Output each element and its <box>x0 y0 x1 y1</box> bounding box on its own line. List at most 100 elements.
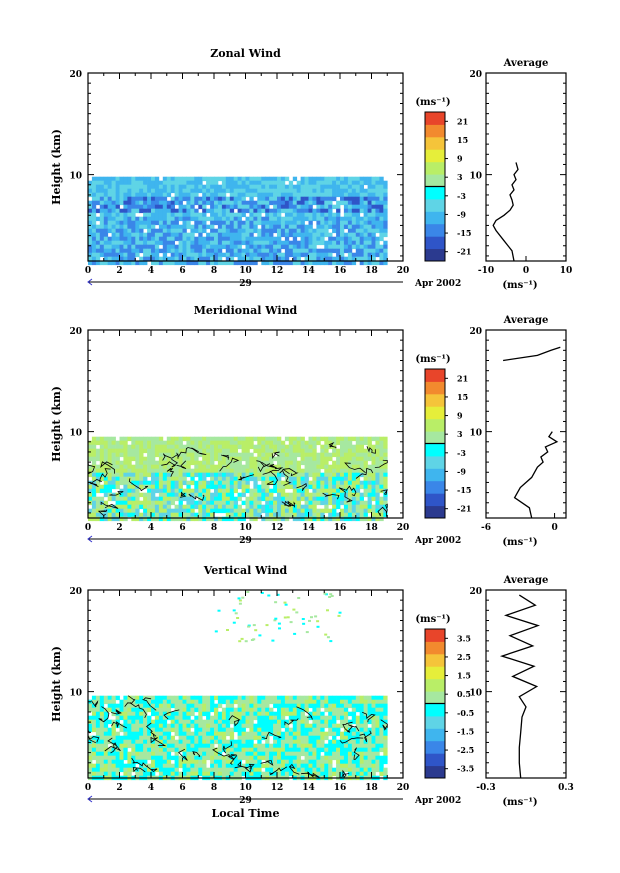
heatmap-cell <box>332 240 337 246</box>
heatmap-cell <box>154 767 160 773</box>
heatmap-cell <box>107 456 112 462</box>
heatmap-cell <box>202 188 207 194</box>
heatmap-cell <box>147 456 152 462</box>
heatmap-cell <box>210 220 215 226</box>
heatmap-cell <box>304 440 309 446</box>
heatmap-cell <box>107 504 112 510</box>
heatmap-cell <box>135 488 140 494</box>
heatmap-cell <box>336 492 341 498</box>
heatmap-cell <box>265 715 270 721</box>
heatmap-cell <box>214 739 219 745</box>
heatmap-cell <box>308 771 313 777</box>
heatmap-cell <box>332 707 337 713</box>
heatmap-cell <box>91 703 97 709</box>
heatmap-cell <box>233 516 238 522</box>
heatmap-cell <box>312 196 317 202</box>
heatmap-cell <box>253 260 258 266</box>
heatmap-cell <box>324 180 329 186</box>
heatmap-cell <box>292 488 298 494</box>
heatmap-cell <box>383 707 388 713</box>
heatmap-cell <box>151 496 156 502</box>
heatmap-cell <box>245 751 250 757</box>
heatmap-cell <box>320 508 325 514</box>
heatmap-cell <box>363 492 368 498</box>
heatmap-cell <box>269 236 274 242</box>
heatmap-cell <box>375 755 380 761</box>
heatmap-cell <box>355 508 361 514</box>
heatmap-cell <box>328 707 333 713</box>
heatmap-cell <box>202 731 207 737</box>
heatmap-cell <box>190 260 195 266</box>
heatmap-cell <box>296 468 301 474</box>
heatmap-cell <box>217 200 223 206</box>
heatmap-cell <box>359 727 364 733</box>
heatmap-cell <box>162 508 168 514</box>
heatmap-cell <box>91 472 97 478</box>
heatmap-cell <box>103 184 109 190</box>
heatmap-cell <box>284 196 290 202</box>
heatmap-cell <box>88 232 93 238</box>
heatmap-cell <box>296 755 301 761</box>
heatmap-cell <box>336 204 341 210</box>
heatmap-cell <box>296 476 301 482</box>
heatmap-cell <box>300 228 305 234</box>
heatmap-cell <box>367 719 372 725</box>
heatmap-cell <box>340 719 345 725</box>
heatmap-cell <box>249 208 254 214</box>
heatmap-cell <box>103 492 109 498</box>
heatmap-cell <box>190 488 195 494</box>
colorbar-segment <box>425 505 445 519</box>
heatmap-cell <box>355 216 361 222</box>
heatmap-cell <box>178 456 183 462</box>
heatmap-cell <box>304 224 309 230</box>
heatmap-cell <box>280 228 286 234</box>
heatmap-cell <box>253 516 258 522</box>
heatmap-cell <box>107 176 112 182</box>
heatmap-cell <box>280 200 286 206</box>
heatmap-cell <box>202 244 207 250</box>
heatmap-cell <box>296 192 301 198</box>
heatmap-cell <box>336 771 341 777</box>
heatmap-cell <box>261 496 266 502</box>
heatmap-cell <box>139 248 144 254</box>
heatmap-cells <box>88 436 388 522</box>
heatmap-cell <box>269 188 274 194</box>
heatmap-cell <box>158 492 164 498</box>
contour-line <box>296 482 307 492</box>
heatmap-cell <box>336 460 341 466</box>
heatmap-cell <box>88 464 93 470</box>
heatmap-cell <box>347 448 353 454</box>
heatmap-cell <box>292 204 298 210</box>
heatmap-cell <box>280 695 286 701</box>
heatmap-cell <box>103 767 109 773</box>
colorbar-unit: (ms⁻¹) <box>415 354 450 365</box>
heatmap-cell <box>328 232 333 238</box>
heatmap-cell <box>198 480 203 486</box>
heatmap-cell <box>355 240 361 246</box>
heatmap-cell <box>375 731 380 737</box>
heatmap-cell <box>257 707 262 713</box>
heatmap-cell <box>166 484 172 490</box>
heatmap-cell <box>174 512 179 518</box>
heatmap-cell <box>123 707 128 713</box>
heatmap-cell <box>371 480 376 486</box>
heatmap-cell <box>332 727 337 733</box>
heatmap-cell <box>257 719 262 725</box>
heatmap-cell <box>194 735 199 741</box>
heatmap-cell <box>174 723 179 729</box>
heatmap-cell <box>340 192 345 198</box>
heatmap-cell <box>359 739 364 745</box>
heatmap-cell <box>186 440 191 446</box>
heatmap-cell <box>292 184 298 190</box>
heatmap-cell <box>379 472 384 478</box>
heatmap-cell <box>383 256 388 262</box>
heatmap-cell <box>265 739 270 745</box>
heatmap-cell <box>265 212 270 218</box>
heatmap-cell <box>257 763 262 769</box>
heatmap-cell <box>182 188 187 194</box>
heatmap-cell <box>363 248 368 254</box>
heatmap-cell <box>340 743 345 749</box>
heatmap-cell <box>190 695 195 701</box>
heatmap-cell <box>111 747 116 753</box>
heatmap-cell <box>245 440 250 446</box>
